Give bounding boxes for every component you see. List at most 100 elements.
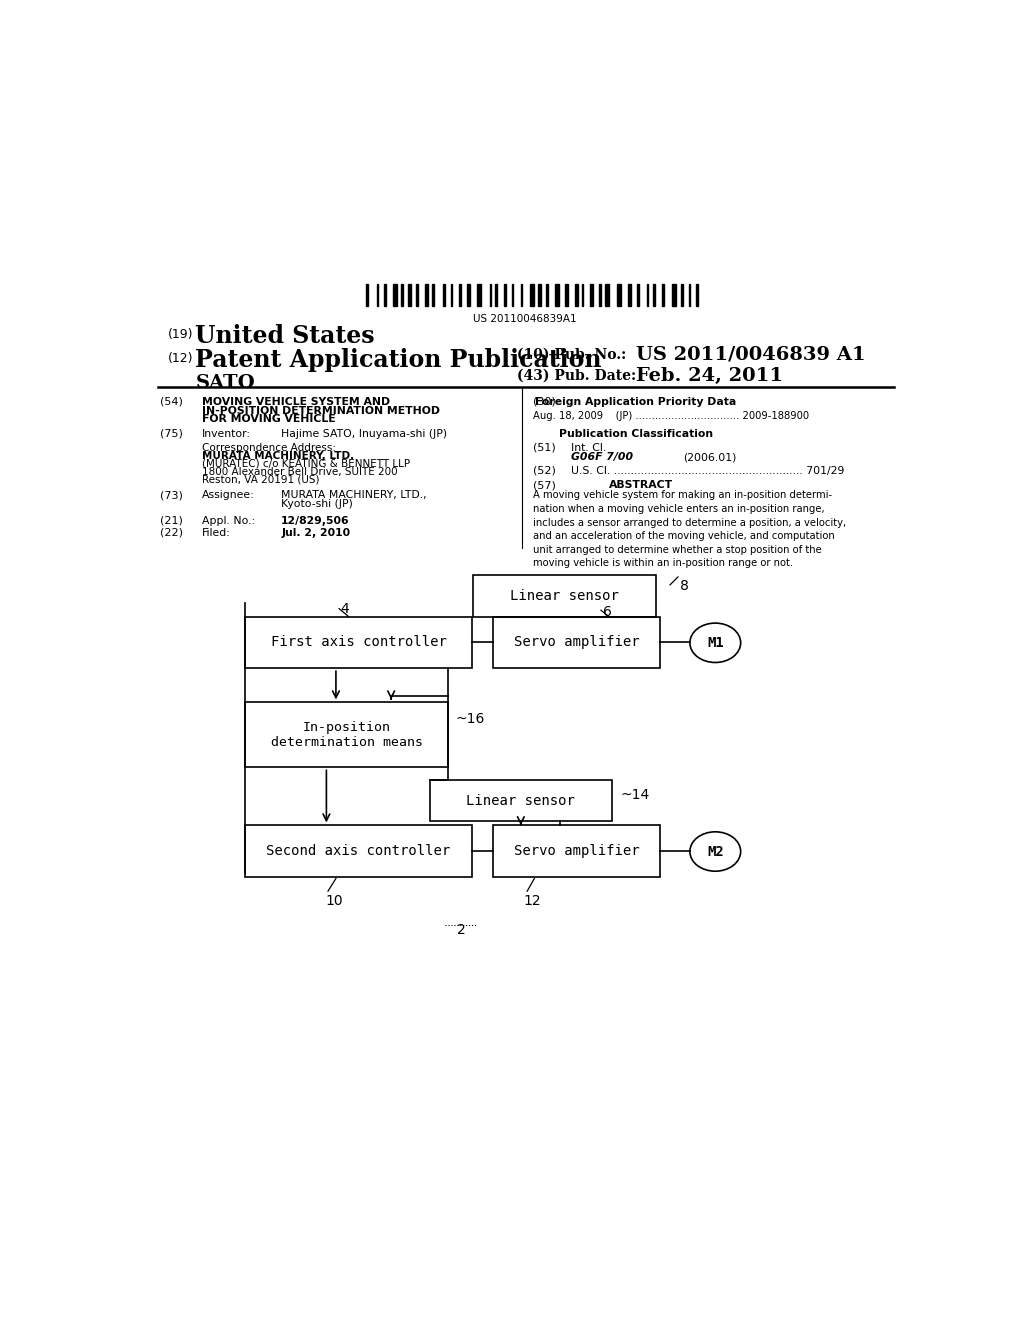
Text: Foreign Application Priority Data: Foreign Application Priority Data bbox=[536, 397, 736, 407]
Text: (57): (57) bbox=[532, 480, 556, 490]
Bar bbox=[246, 702, 447, 767]
Text: Second axis controller: Second axis controller bbox=[266, 843, 451, 858]
Text: MOVING VEHICLE SYSTEM AND: MOVING VEHICLE SYSTEM AND bbox=[202, 397, 390, 407]
Bar bbox=[494, 825, 659, 876]
Text: 8: 8 bbox=[680, 579, 688, 593]
Bar bbox=[547, 284, 549, 306]
Bar bbox=[681, 284, 683, 306]
Text: 12: 12 bbox=[523, 895, 541, 908]
Text: (51): (51) bbox=[532, 442, 555, 453]
Text: Assignee:: Assignee: bbox=[202, 491, 255, 500]
Text: Hajime SATO, Inuyama-shi (JP): Hajime SATO, Inuyama-shi (JP) bbox=[282, 429, 447, 438]
Bar bbox=[599, 284, 601, 306]
Text: (30): (30) bbox=[532, 397, 555, 407]
Text: 4: 4 bbox=[341, 602, 349, 616]
Bar bbox=[504, 284, 506, 306]
Text: Filed:: Filed: bbox=[202, 528, 230, 537]
Text: Patent Application Publication: Patent Application Publication bbox=[196, 347, 602, 371]
Bar bbox=[473, 576, 655, 616]
Bar bbox=[443, 284, 445, 306]
Bar bbox=[377, 284, 378, 306]
Text: 1800 Alexander Bell Drive, SUITE 200: 1800 Alexander Bell Drive, SUITE 200 bbox=[202, 466, 397, 477]
Text: MURATA MACHINERY, LTD.,: MURATA MACHINERY, LTD., bbox=[282, 491, 427, 500]
Text: (22): (22) bbox=[160, 528, 182, 537]
Bar bbox=[575, 284, 579, 306]
Text: Inventor:: Inventor: bbox=[202, 429, 251, 438]
Text: Linear sensor: Linear sensor bbox=[466, 793, 575, 808]
Text: US 20110046839A1: US 20110046839A1 bbox=[473, 314, 577, 325]
Bar bbox=[494, 616, 659, 668]
Bar bbox=[477, 284, 481, 306]
Text: (54): (54) bbox=[160, 397, 182, 407]
Text: (12): (12) bbox=[168, 351, 194, 364]
Text: (73): (73) bbox=[160, 491, 182, 500]
Bar bbox=[400, 284, 402, 306]
Text: M2: M2 bbox=[707, 845, 724, 858]
Bar bbox=[653, 284, 655, 306]
Text: Int. Cl.: Int. Cl. bbox=[570, 442, 606, 453]
Bar bbox=[451, 284, 453, 306]
Bar bbox=[696, 284, 698, 306]
Text: Kyoto-shi (JP): Kyoto-shi (JP) bbox=[282, 499, 353, 510]
Bar bbox=[662, 284, 665, 306]
Bar bbox=[672, 284, 676, 306]
Bar bbox=[416, 284, 419, 306]
Text: MURATA MACHINERY, LTD.: MURATA MACHINERY, LTD. bbox=[202, 450, 354, 461]
Text: ABSTRACT: ABSTRACT bbox=[609, 480, 674, 490]
Text: (43) Pub. Date:: (43) Pub. Date: bbox=[517, 368, 636, 383]
Text: In-position
determination means: In-position determination means bbox=[270, 721, 423, 748]
Bar bbox=[430, 780, 612, 821]
Bar bbox=[246, 616, 472, 668]
Bar bbox=[495, 284, 498, 306]
Text: (52): (52) bbox=[532, 466, 556, 475]
Text: Aug. 18, 2009    (JP) ................................ 2009-188900: Aug. 18, 2009 (JP) .....................… bbox=[532, 411, 809, 421]
Text: (75): (75) bbox=[160, 429, 182, 438]
Bar bbox=[617, 284, 621, 306]
Bar bbox=[467, 284, 470, 306]
Bar bbox=[628, 284, 631, 306]
Bar bbox=[647, 284, 648, 306]
Bar bbox=[521, 284, 522, 306]
Text: Reston, VA 20191 (US): Reston, VA 20191 (US) bbox=[202, 475, 319, 484]
Bar bbox=[367, 284, 369, 306]
Text: G06F 7/00: G06F 7/00 bbox=[570, 453, 633, 462]
Text: Jul. 2, 2010: Jul. 2, 2010 bbox=[282, 528, 350, 537]
Text: First axis controller: First axis controller bbox=[270, 635, 446, 649]
Text: Servo amplifier: Servo amplifier bbox=[514, 635, 639, 649]
Text: (MURATEC) c/o KEATING & BENNETT LLP: (MURATEC) c/o KEATING & BENNETT LLP bbox=[202, 458, 410, 469]
Text: ~14: ~14 bbox=[620, 788, 649, 803]
Bar bbox=[425, 284, 427, 306]
Text: Servo amplifier: Servo amplifier bbox=[514, 843, 639, 858]
Text: ~16: ~16 bbox=[456, 711, 485, 726]
Text: 12/829,506: 12/829,506 bbox=[282, 516, 350, 525]
Text: A moving vehicle system for making an in-position determi-
nation when a moving : A moving vehicle system for making an in… bbox=[532, 491, 846, 569]
Text: FOR MOVING VEHICLE: FOR MOVING VEHICLE bbox=[202, 414, 336, 424]
Text: (21): (21) bbox=[160, 516, 182, 525]
Text: (10) Pub. No.:: (10) Pub. No.: bbox=[517, 347, 626, 362]
Bar bbox=[246, 825, 472, 876]
Text: Feb. 24, 2011: Feb. 24, 2011 bbox=[636, 367, 783, 385]
Bar bbox=[393, 284, 396, 306]
Bar bbox=[605, 284, 609, 306]
Text: U.S. Cl. ........................................................ 701/29: U.S. Cl. ...............................… bbox=[570, 466, 844, 475]
Text: Appl. No.:: Appl. No.: bbox=[202, 516, 255, 525]
Bar bbox=[555, 284, 559, 306]
Bar bbox=[538, 284, 542, 306]
Text: United States: United States bbox=[196, 323, 375, 347]
Bar bbox=[688, 284, 690, 306]
Bar bbox=[489, 284, 492, 306]
Bar bbox=[582, 284, 584, 306]
Bar bbox=[590, 284, 593, 306]
Bar bbox=[384, 284, 386, 306]
Text: SATO: SATO bbox=[196, 374, 255, 392]
Text: 10: 10 bbox=[326, 895, 343, 908]
Bar bbox=[530, 284, 534, 306]
Bar bbox=[565, 284, 568, 306]
Text: Linear sensor: Linear sensor bbox=[510, 589, 618, 603]
Bar bbox=[459, 284, 461, 306]
Bar bbox=[409, 284, 412, 306]
Text: Publication Classification: Publication Classification bbox=[559, 429, 713, 438]
Bar bbox=[637, 284, 639, 306]
Text: US 2011/0046839 A1: US 2011/0046839 A1 bbox=[636, 346, 865, 364]
Bar bbox=[512, 284, 513, 306]
